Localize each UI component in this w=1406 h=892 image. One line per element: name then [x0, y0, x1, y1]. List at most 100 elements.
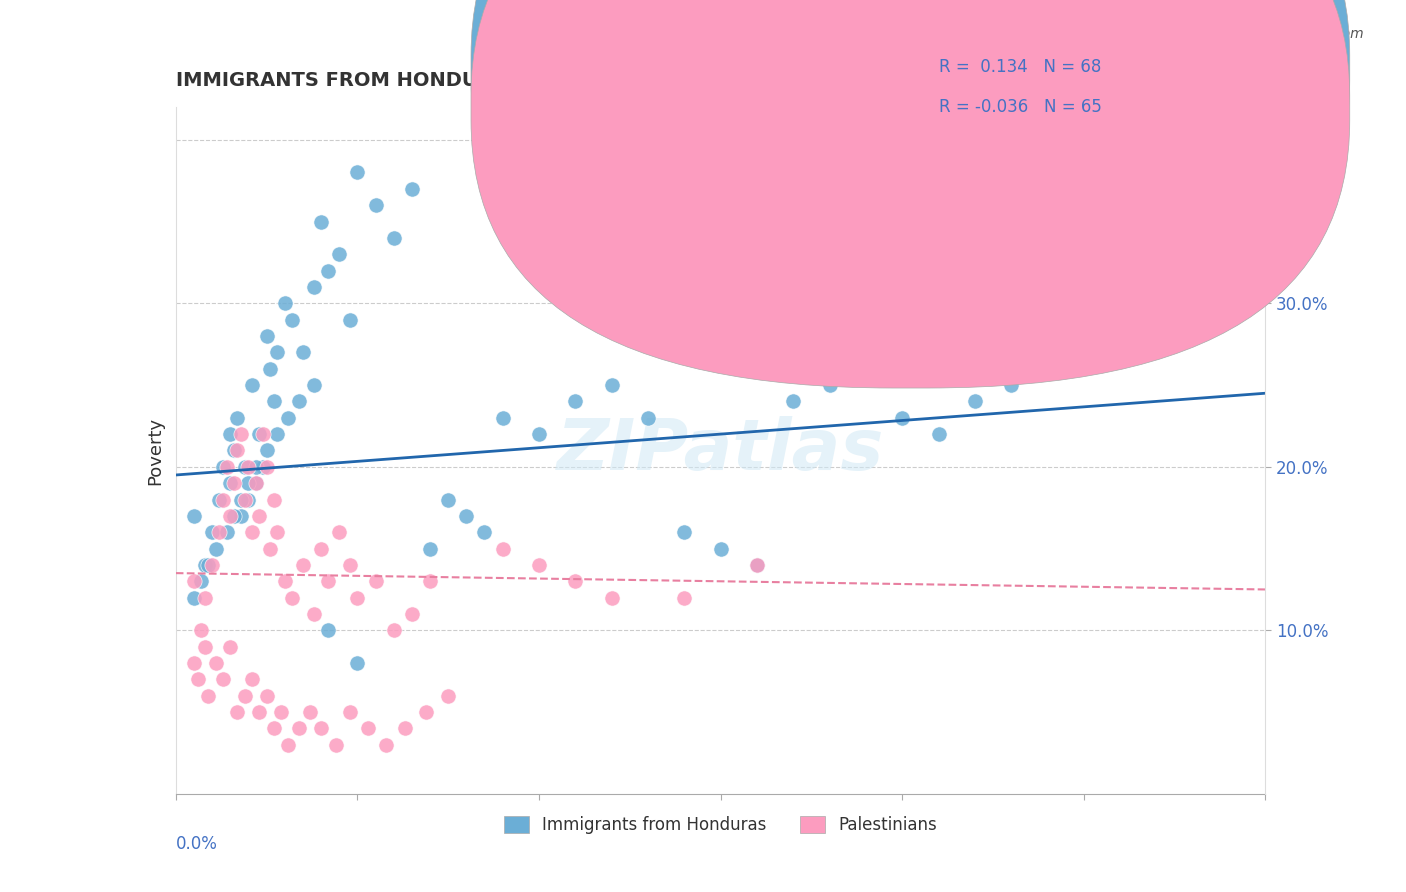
- Point: [266, 427, 288, 442]
- Point: [233, 689, 256, 703]
- Text: Source: ZipAtlas.com: Source: ZipAtlas.com: [1216, 27, 1364, 41]
- Point: [302, 378, 325, 392]
- Point: [288, 394, 311, 409]
- Point: [245, 476, 267, 491]
- Point: [256, 689, 278, 703]
- Point: [240, 525, 263, 540]
- Point: [194, 591, 217, 605]
- Point: [190, 574, 212, 589]
- Point: [782, 394, 804, 409]
- Point: [309, 722, 332, 736]
- Point: [302, 607, 325, 621]
- Point: [252, 427, 274, 442]
- Point: [194, 640, 217, 654]
- Point: [212, 459, 235, 474]
- Point: [247, 705, 270, 719]
- Point: [456, 508, 478, 523]
- Point: [197, 558, 219, 572]
- Point: [309, 541, 332, 556]
- Point: [673, 525, 696, 540]
- Point: [238, 459, 260, 474]
- Point: [928, 427, 950, 442]
- Point: [277, 738, 299, 752]
- Point: [745, 558, 768, 572]
- Point: [818, 378, 841, 392]
- Point: [492, 410, 515, 425]
- Point: [259, 541, 281, 556]
- Point: [204, 656, 226, 670]
- Point: [245, 459, 267, 474]
- Point: [194, 558, 217, 572]
- Point: [252, 459, 274, 474]
- Point: [564, 574, 586, 589]
- Point: [288, 722, 311, 736]
- Point: [186, 673, 209, 687]
- Point: [266, 345, 288, 359]
- Point: [233, 459, 256, 474]
- Point: [745, 558, 768, 572]
- Point: [492, 541, 515, 556]
- Point: [204, 541, 226, 556]
- Point: [291, 558, 314, 572]
- Point: [309, 214, 332, 228]
- Point: [263, 492, 285, 507]
- Point: [201, 525, 224, 540]
- Point: [364, 574, 387, 589]
- Point: [328, 247, 350, 261]
- Legend: Immigrants from Honduras, Palestinians: Immigrants from Honduras, Palestinians: [498, 809, 943, 840]
- Point: [346, 591, 368, 605]
- Point: [245, 476, 267, 491]
- Point: [357, 722, 380, 736]
- Point: [346, 656, 368, 670]
- Point: [401, 607, 423, 621]
- Point: [226, 410, 249, 425]
- Point: [212, 673, 235, 687]
- Point: [339, 558, 361, 572]
- Point: [291, 345, 314, 359]
- Point: [382, 624, 405, 638]
- Point: [190, 624, 212, 638]
- Point: [382, 231, 405, 245]
- Point: [263, 394, 285, 409]
- Point: [299, 705, 322, 719]
- Point: [215, 525, 238, 540]
- Point: [256, 459, 278, 474]
- Point: [259, 361, 281, 376]
- Point: [183, 574, 205, 589]
- Point: [401, 182, 423, 196]
- Text: IMMIGRANTS FROM HONDURAS VS PALESTINIAN POVERTY CORRELATION CHART: IMMIGRANTS FROM HONDURAS VS PALESTINIAN …: [176, 71, 1054, 90]
- Point: [364, 198, 387, 212]
- Point: [419, 541, 441, 556]
- Point: [318, 624, 340, 638]
- Point: [212, 492, 235, 507]
- Point: [527, 427, 550, 442]
- Point: [564, 394, 586, 409]
- Point: [274, 574, 297, 589]
- Point: [183, 508, 205, 523]
- Point: [219, 640, 242, 654]
- Point: [339, 705, 361, 719]
- Point: [375, 738, 398, 752]
- Point: [346, 165, 368, 179]
- Point: [256, 443, 278, 458]
- Point: [240, 378, 263, 392]
- Point: [302, 280, 325, 294]
- Y-axis label: Poverty: Poverty: [146, 417, 165, 484]
- Point: [233, 492, 256, 507]
- Point: [281, 591, 304, 605]
- Point: [231, 508, 253, 523]
- Point: [600, 591, 623, 605]
- Point: [247, 427, 270, 442]
- Point: [710, 541, 733, 556]
- Point: [1000, 378, 1022, 392]
- Point: [673, 591, 696, 605]
- Point: [208, 525, 231, 540]
- Point: [222, 476, 245, 491]
- Point: [339, 312, 361, 326]
- Point: [197, 689, 219, 703]
- Point: [231, 492, 253, 507]
- Point: [318, 263, 340, 277]
- Point: [474, 525, 496, 540]
- Point: [238, 476, 260, 491]
- Point: [247, 508, 270, 523]
